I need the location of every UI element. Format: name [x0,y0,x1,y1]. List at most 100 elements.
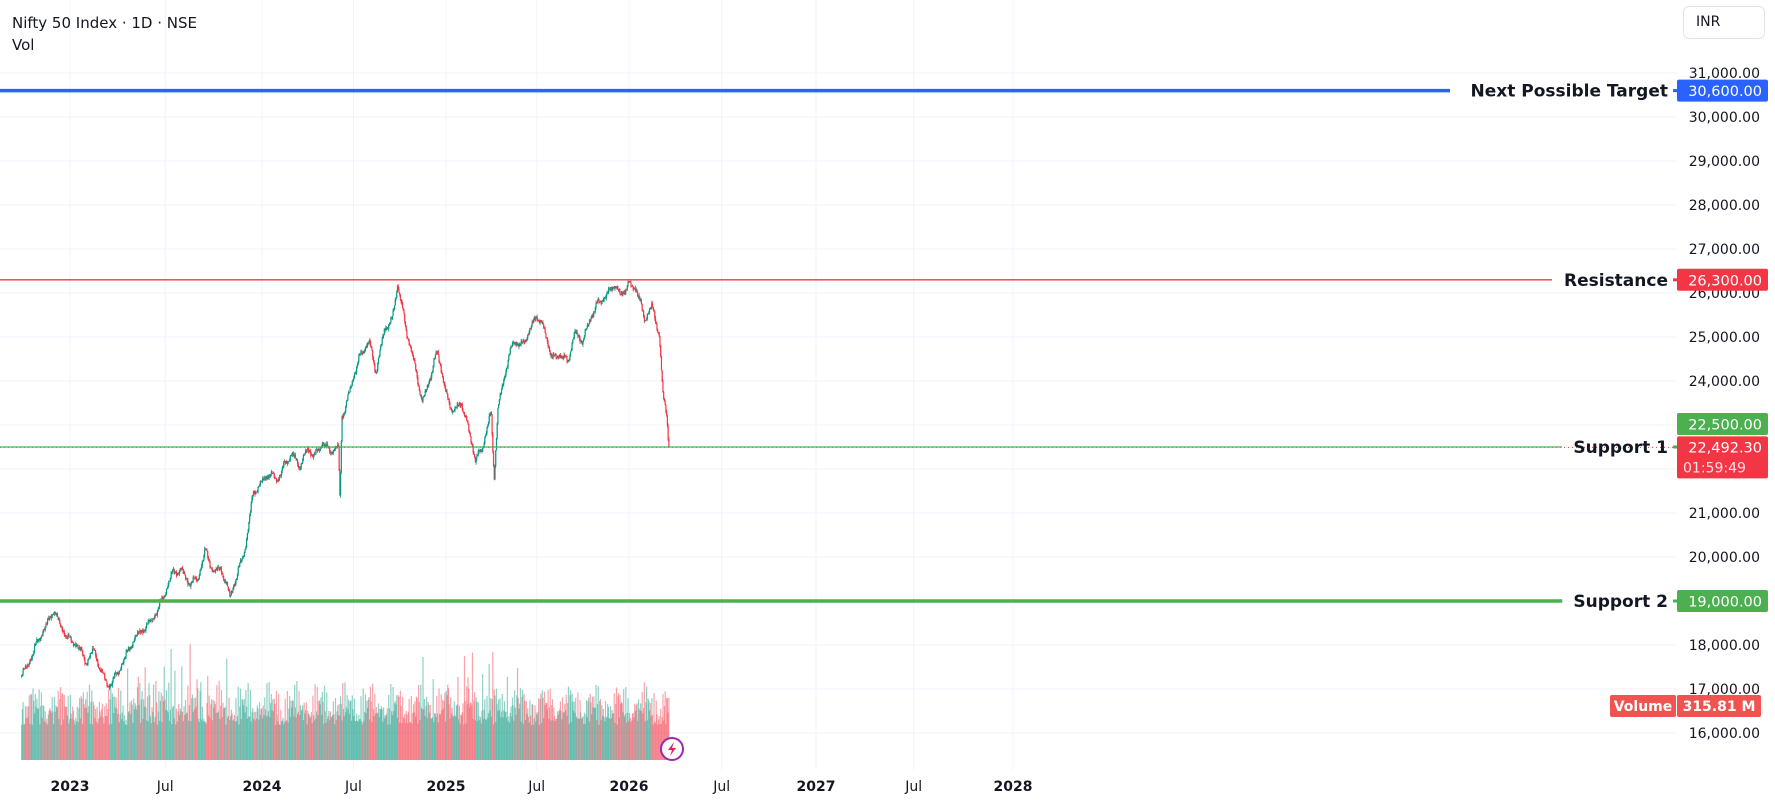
candle-body [81,648,83,651]
lightning-icon[interactable] [660,737,684,761]
volume-bar [456,704,458,760]
candle-body [72,642,75,646]
candle-body [165,593,167,597]
candle-body [362,351,364,354]
candle-body [612,287,614,291]
hline-resistance[interactable]: Resistance [0,271,1677,291]
candle-body [611,288,613,291]
candle-body [404,321,407,326]
hline-support-2[interactable]: Support 2 [0,592,1677,612]
volume-bar [239,706,241,760]
candle-body [393,309,395,311]
volume-bar [201,706,203,760]
candle-body [244,548,246,553]
candle-body [204,549,206,556]
candle-body [237,567,239,574]
volume-bar [328,710,330,760]
volume-bar [166,710,168,760]
candle-body [234,583,236,587]
volume-bar [224,706,226,760]
candle-body [43,629,45,632]
volume-bar [645,686,648,760]
candle-body [137,632,139,635]
volume-bar [225,724,227,760]
candle-body [506,367,508,372]
candle-body [364,350,366,353]
volume-bar [644,721,646,760]
volume-bar [434,713,436,760]
candle-body [543,328,546,329]
candle-body [318,449,321,452]
volume-bar [163,666,165,760]
candle-body [372,350,374,358]
volume-bar [49,710,52,760]
candle-body [101,669,103,671]
candle-body [294,455,296,457]
volume-bar [210,699,213,760]
candle-body [53,613,55,615]
candle-body [369,340,371,342]
volume-bar [437,722,439,760]
candle-body [290,455,292,457]
volume-bar [54,711,56,760]
volume-bar [440,694,442,760]
volume-bar [321,715,323,760]
hline-next-possible-target[interactable]: Next Possible Target [0,82,1677,102]
candle-body [562,356,564,359]
time-tick-label: Jul [904,779,922,795]
candle-body [614,286,616,289]
candle-body [147,620,149,624]
volume-bar [391,715,393,760]
candle-body [156,610,158,616]
candle-body [571,343,573,350]
candle-body [97,660,99,666]
volume-bar [355,720,357,760]
volume-bar [548,718,550,760]
candle-body [133,638,136,642]
candle-body [640,300,642,304]
volume-bar [302,705,304,760]
time-axis[interactable]: 2023 Jul 2024 Jul 2025 Jul 2026 Jul 2027 Jul 2028 [51,779,1033,795]
candle-body [537,319,539,321]
candle-body [452,410,455,412]
candle-body [277,479,279,481]
volume-bar [396,717,399,760]
volume-bar [466,704,468,760]
volume-bar [97,723,99,760]
candle-body [297,464,299,468]
price-axis[interactable]: 31,000.0030,000.0029,000.0028,000.0027,0… [1689,66,1760,742]
volume-bar [632,712,634,760]
symbol-title[interactable]: Nifty 50 Index · 1D · NSE [12,14,198,32]
volume-bar [101,709,103,760]
candle-body [405,325,407,331]
volume-bar [414,701,416,760]
candle-body [171,573,173,575]
hline-support-1[interactable]: Support 1 [0,438,1677,458]
volume-bar [617,693,620,760]
volume-bar [595,684,597,760]
volume-bar [273,698,275,760]
candle-body [275,478,278,482]
candle-body [377,358,380,364]
candle-body [363,351,365,353]
candle-body [647,313,649,315]
horizontal-lines[interactable]: Next Possible Target Resistance Support 1 S… [0,82,1677,612]
volume-bar [68,723,70,760]
volume-bar [585,714,587,760]
candle-body [564,356,567,358]
volume-legend[interactable]: Vol [12,36,35,54]
currency-button[interactable]: INR [1683,6,1765,39]
candle-body [578,335,580,337]
volume-bar [643,682,645,760]
volume-bar [604,701,607,760]
volume-bar [158,691,160,760]
candle-body [522,341,524,343]
volume-bar [70,713,72,760]
volume-bar [407,723,409,760]
volume-bar [126,724,128,760]
candle-body [89,653,91,658]
candle-body [144,629,146,631]
volume-bar [533,718,535,760]
volume-bar [283,724,285,760]
